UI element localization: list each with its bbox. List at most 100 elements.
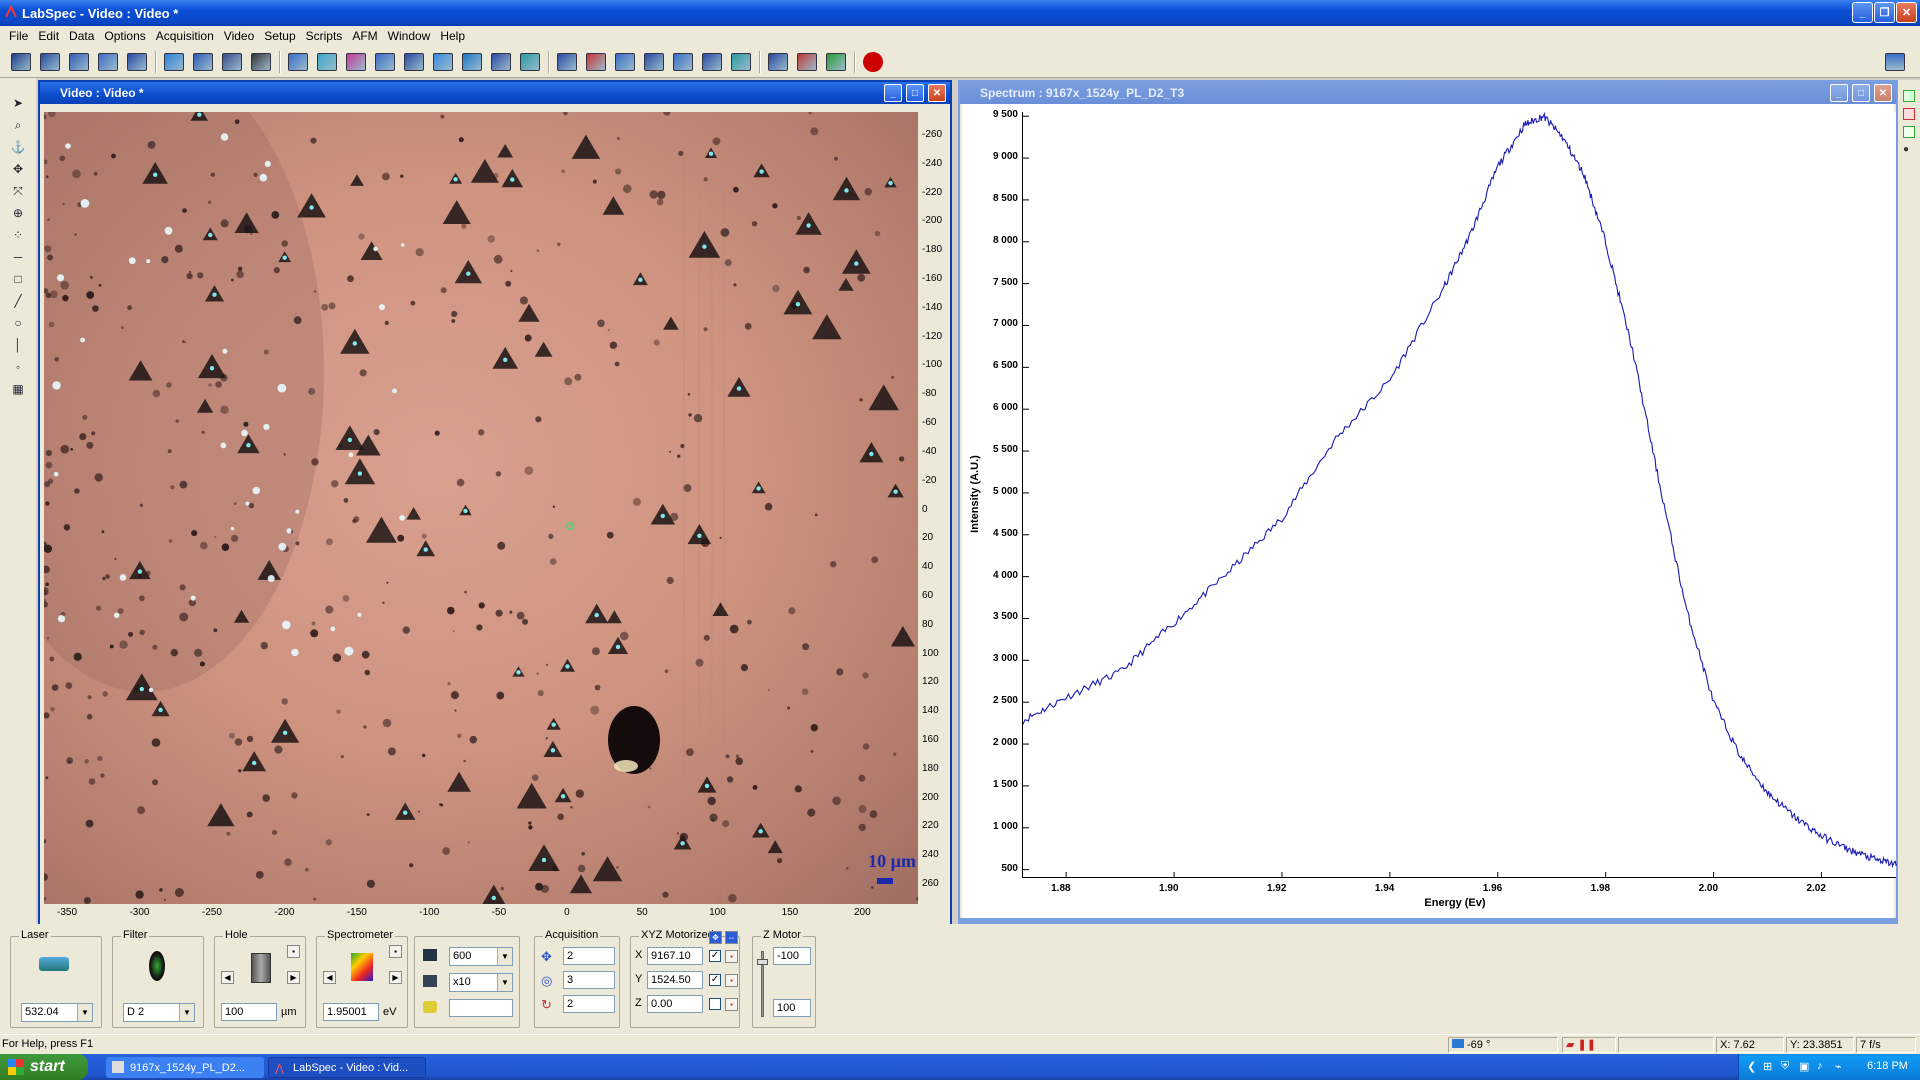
- z-enable-checkbox[interactable]: [709, 998, 721, 1010]
- palette-icon[interactable]: [794, 50, 820, 74]
- spectrometer-input[interactable]: 1.95001: [323, 1003, 379, 1021]
- video-capture-icon[interactable]: [8, 50, 34, 74]
- circle-tool-icon[interactable]: ○: [14, 316, 22, 330]
- xyz-move-button[interactable]: ⇔: [725, 931, 738, 944]
- minimize-button[interactable]: _: [1852, 2, 1873, 23]
- move-tool-icon[interactable]: ✥: [12, 162, 24, 176]
- spectrometer-decrease-button[interactable]: ◀: [323, 971, 336, 984]
- target-tool-icon[interactable]: ⊕: [12, 206, 24, 220]
- close-button[interactable]: ✕: [1896, 2, 1917, 23]
- y-step-button[interactable]: ▪: [725, 974, 738, 987]
- spectrometer-reset-button[interactable]: ▪: [389, 945, 402, 958]
- baseline-icon[interactable]: [517, 50, 543, 74]
- video-close-button[interactable]: ✕: [928, 84, 946, 102]
- remove-spectrum-icon[interactable]: [1903, 108, 1915, 120]
- acq-time-input[interactable]: 2: [563, 947, 615, 965]
- security-icon[interactable]: ⛨: [1781, 1060, 1790, 1072]
- video-focus-icon[interactable]: [66, 50, 92, 74]
- objective-select[interactable]: x10 ▼: [449, 973, 513, 992]
- menu-help[interactable]: Help: [440, 29, 466, 43]
- x-position-input[interactable]: 9167.10: [647, 947, 703, 965]
- zoom-fit-icon[interactable]: [488, 50, 514, 74]
- menu-acquisition[interactable]: Acquisition: [155, 29, 214, 43]
- menu-window[interactable]: Window: [387, 29, 431, 43]
- settings-icon[interactable]: [1882, 50, 1908, 74]
- menu-options[interactable]: Options: [104, 29, 146, 43]
- peaks-icon[interactable]: [583, 50, 609, 74]
- restore-button[interactable]: ❐: [1874, 2, 1895, 23]
- xyz-target-button[interactable]: ✥: [709, 931, 722, 944]
- spectrum-plot-area[interactable]: [1022, 111, 1898, 878]
- menu-file[interactable]: File: [9, 29, 29, 43]
- menu-setup[interactable]: Setup: [264, 29, 296, 43]
- usb-icon[interactable]: ⌁: [1835, 1061, 1842, 1073]
- map-icon[interactable]: [285, 50, 311, 74]
- grating-select[interactable]: 600 ▼: [449, 947, 513, 966]
- acq-accum-input[interactable]: 3: [563, 971, 615, 989]
- y-enable-checkbox[interactable]: ✓: [709, 974, 721, 986]
- smooth-icon[interactable]: [823, 50, 849, 74]
- bars-icon[interactable]: [699, 50, 725, 74]
- multi-window-icon[interactable]: [765, 50, 791, 74]
- taskbar-item-spectrum[interactable]: 9167x_1524y_PL_D2...: [106, 1057, 264, 1078]
- pointer-tool-icon[interactable]: ➤: [12, 96, 24, 110]
- menu-data[interactable]: Data: [69, 29, 95, 43]
- extra-input[interactable]: [449, 999, 513, 1017]
- hline-tool-icon[interactable]: ─: [13, 250, 23, 264]
- video-maximize-button[interactable]: □: [906, 84, 924, 102]
- menu-video[interactable]: Video: [223, 29, 255, 43]
- ellipse-tool-icon[interactable]: ◦: [15, 360, 21, 374]
- spectrum-minimize-button[interactable]: _: [1830, 84, 1848, 102]
- zmotor-bottom-input[interactable]: 100: [773, 999, 811, 1017]
- check-icon[interactable]: [1903, 126, 1915, 138]
- network-icon[interactable]: ⊞: [1763, 1061, 1773, 1073]
- y-position-input[interactable]: 1524.50: [647, 971, 703, 989]
- points-tool-icon[interactable]: ⁘: [12, 228, 24, 242]
- image-mapping-icon[interactable]: [430, 50, 456, 74]
- rect-tool-icon[interactable]: □: [14, 272, 22, 286]
- hole-decrease-button[interactable]: ◀: [221, 971, 234, 984]
- video-image[interactable]: 10 µm: [44, 112, 918, 904]
- z-step-button[interactable]: ▪: [725, 998, 738, 1011]
- info-icon[interactable]: [124, 50, 150, 74]
- export-icon[interactable]: [728, 50, 754, 74]
- scatter-icon[interactable]: [670, 50, 696, 74]
- z-position-input[interactable]: 0.00: [647, 995, 703, 1013]
- x-enable-checkbox[interactable]: ✓: [709, 950, 721, 962]
- video-minimize-button[interactable]: _: [884, 84, 902, 102]
- taskbar-item-labspec[interactable]: ⋀ LabSpec - Video : Vid...: [268, 1057, 426, 1078]
- zmotor-top-input[interactable]: -100: [773, 947, 811, 965]
- open-file-icon[interactable]: [161, 50, 187, 74]
- spectra-icon[interactable]: [554, 50, 580, 74]
- help-icon[interactable]: [248, 50, 274, 74]
- zmotor-slider-thumb[interactable]: [757, 959, 768, 965]
- grid-icon[interactable]: [314, 50, 340, 74]
- hole-input[interactable]: 100: [221, 1003, 277, 1021]
- vline-tool-icon[interactable]: │: [14, 338, 22, 352]
- display-icon[interactable]: ▣: [1799, 1061, 1810, 1073]
- x-step-button[interactable]: ▪: [725, 950, 738, 963]
- rotate-icon[interactable]: [459, 50, 485, 74]
- menu-scripts[interactable]: Scripts: [305, 29, 343, 43]
- menu-edit[interactable]: Edit: [38, 29, 60, 43]
- gauss-icon[interactable]: [641, 50, 667, 74]
- save-icon[interactable]: [190, 50, 216, 74]
- table-icon[interactable]: [372, 50, 398, 74]
- acq-cycles-input[interactable]: 2: [563, 995, 615, 1013]
- add-spectrum-icon[interactable]: [1903, 90, 1915, 102]
- print-icon[interactable]: [219, 50, 245, 74]
- video-settings-icon[interactable]: [37, 50, 63, 74]
- spectrum-close-button[interactable]: ✕: [1874, 84, 1892, 102]
- start-button[interactable]: start: [0, 1054, 88, 1080]
- spectrum-maximize-button[interactable]: □: [1852, 84, 1870, 102]
- hole-reset-button[interactable]: ▪: [287, 945, 300, 958]
- fit-icon[interactable]: [612, 50, 638, 74]
- laser-select[interactable]: 532.04 ▼: [21, 1003, 93, 1022]
- fit-tool-icon[interactable]: ⤧: [13, 183, 23, 198]
- tray-arrow-icon[interactable]: ❮: [1747, 1061, 1757, 1073]
- menu-afm[interactable]: AFM: [352, 29, 378, 43]
- hole-increase-button[interactable]: ▶: [287, 971, 300, 984]
- zoom-tool-icon[interactable]: ⌕: [14, 117, 22, 132]
- line-tool-icon[interactable]: ╱: [14, 294, 22, 308]
- zmotor-slider[interactable]: [761, 951, 764, 1017]
